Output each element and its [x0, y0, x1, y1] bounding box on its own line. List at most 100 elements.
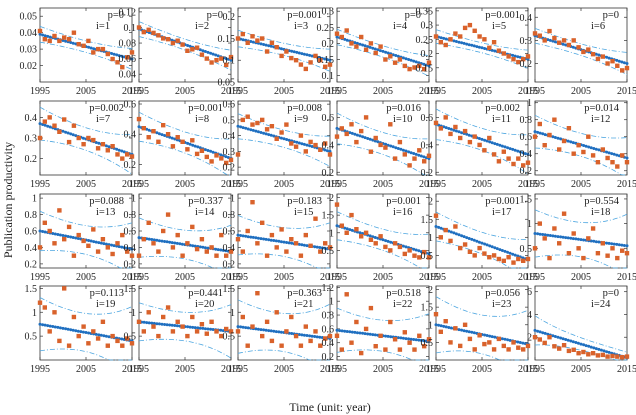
- observed-point: [511, 340, 516, 345]
- fit-point: [76, 329, 80, 333]
- fit-point: [259, 237, 263, 241]
- fit-point: [94, 240, 98, 244]
- y-tick-label: 1.5: [421, 215, 434, 226]
- fit-point: [188, 142, 192, 146]
- fit-point: [239, 125, 243, 129]
- observed-point: [368, 305, 374, 311]
- panel-frame: [336, 100, 430, 176]
- fit-point: [71, 41, 75, 45]
- x-tick-label: 2015: [518, 179, 538, 190]
- fit-point: [203, 327, 207, 331]
- fit-point: [196, 145, 200, 149]
- observed-point: [388, 122, 393, 127]
- observed-point: [354, 44, 359, 49]
- fit-point: [503, 145, 507, 149]
- fit-point: [211, 328, 215, 331]
- fit-point: [117, 148, 121, 152]
- fit-point: [350, 330, 354, 334]
- fit-point: [81, 330, 85, 334]
- observed-point: [547, 132, 552, 138]
- x-tick-label: 2015: [122, 364, 142, 375]
- fit-point: [209, 51, 213, 55]
- fit-point: [147, 321, 151, 325]
- fit-point: [396, 147, 400, 150]
- y-tick-label: 1: [428, 233, 433, 244]
- observed-point: [185, 48, 190, 53]
- fit-point: [513, 148, 517, 152]
- observed-point: [412, 156, 417, 161]
- observed-point: [462, 25, 468, 31]
- x-tick-label: 2005: [472, 179, 492, 190]
- fit-point: [300, 243, 304, 247]
- observed-point: [491, 253, 497, 258]
- observed-point: [194, 246, 200, 252]
- y-axis-label: Publication productivity: [1, 142, 15, 258]
- panel-24: 2 4 6 1995 2005 2015 p=0i=24: [525, 285, 636, 375]
- observed-point: [412, 65, 417, 70]
- fit-point: [508, 147, 512, 151]
- observed-point: [467, 336, 473, 342]
- fit-point: [160, 239, 164, 243]
- observed-point: [274, 310, 279, 315]
- fit-point: [569, 339, 573, 343]
- fit-point: [269, 238, 273, 242]
- y-tick-label: 0.4: [322, 338, 335, 349]
- index-label: i=23: [492, 299, 511, 310]
- y-tick-label: 0.4: [25, 243, 38, 254]
- observed-point: [161, 314, 166, 320]
- observed-point: [115, 152, 120, 157]
- fit-point: [495, 142, 499, 146]
- fit-point: [564, 43, 568, 47]
- fit-point: [625, 156, 629, 160]
- observed-point: [313, 216, 318, 221]
- observed-point: [86, 243, 91, 248]
- fit-point: [249, 40, 253, 43]
- fit-point: [53, 325, 57, 329]
- fit-point: [295, 140, 299, 144]
- fit-point: [203, 148, 207, 152]
- fit-point: [81, 136, 85, 140]
- fit-point: [97, 241, 101, 245]
- fit-point: [79, 330, 83, 334]
- fit-point: [353, 330, 357, 334]
- observed-point: [57, 38, 62, 44]
- observed-point: [204, 56, 209, 61]
- fit-point: [244, 234, 248, 238]
- observed-point: [245, 40, 250, 45]
- y-tick-label: 1: [131, 194, 136, 205]
- observed-point: [552, 344, 557, 349]
- observed-point: [388, 319, 393, 325]
- observed-point: [224, 62, 229, 68]
- fit-point: [325, 149, 329, 153]
- observed-point: [552, 117, 557, 122]
- fit-point: [477, 45, 481, 49]
- fit-point: [92, 47, 96, 51]
- fit-point: [381, 238, 385, 242]
- index-label: i=1: [96, 21, 110, 32]
- fit-point: [355, 331, 359, 335]
- observed-point: [388, 248, 393, 253]
- observed-point: [624, 251, 630, 256]
- observed-point: [170, 245, 176, 250]
- fit-point: [462, 235, 466, 239]
- observed-point: [624, 354, 630, 359]
- observed-point: [344, 230, 349, 235]
- fit-point: [53, 127, 57, 131]
- fit-point: [576, 341, 580, 345]
- upper-band-line: [138, 111, 231, 140]
- fit-point: [467, 237, 471, 240]
- y-tick-label: 0.8: [520, 115, 533, 126]
- observed-point: [269, 232, 275, 238]
- fit-point: [163, 134, 167, 137]
- observed-point: [349, 212, 354, 218]
- observed-point: [383, 57, 388, 62]
- fit-point: [41, 323, 45, 327]
- observed-point: [354, 139, 359, 145]
- fit-point: [414, 60, 418, 64]
- fit-point: [350, 228, 354, 232]
- fit-point: [495, 247, 499, 251]
